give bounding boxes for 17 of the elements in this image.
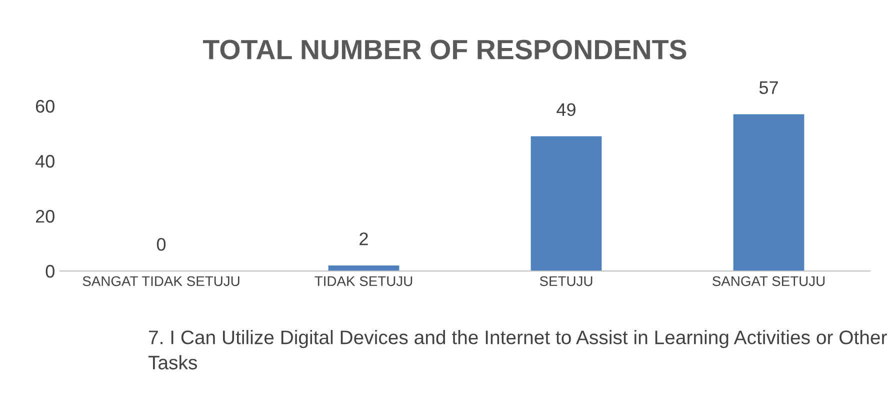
bar (733, 114, 804, 271)
y-tick-label: 0 (46, 264, 54, 278)
bar (328, 266, 400, 271)
x-tick-label: SANGAT SETUJU (712, 276, 825, 286)
data-label: 2 (360, 232, 368, 246)
bar (530, 136, 602, 271)
text: 7. I Can Utilize Digital Devices and the Internet to Assist in Learning Activities or Other Tasks (148, 330, 887, 370)
x-tick-label: SETUJU (540, 276, 592, 286)
x-tick-label: SANGAT TIDAK SETUJU (82, 276, 240, 286)
y-tick-label: 20 (36, 210, 54, 223)
x-tick-label: TIDAK SETUJU (314, 276, 412, 286)
data-label: 0 (156, 238, 166, 251)
data-label: 57 (759, 81, 778, 94)
y-tick-label: 40 (35, 154, 54, 168)
y-tick-label: 60 (36, 100, 54, 113)
chart-title: TOTAL NUMBER OF RESPONDENTS (202, 40, 686, 60)
data-label: 49 (556, 103, 576, 116)
